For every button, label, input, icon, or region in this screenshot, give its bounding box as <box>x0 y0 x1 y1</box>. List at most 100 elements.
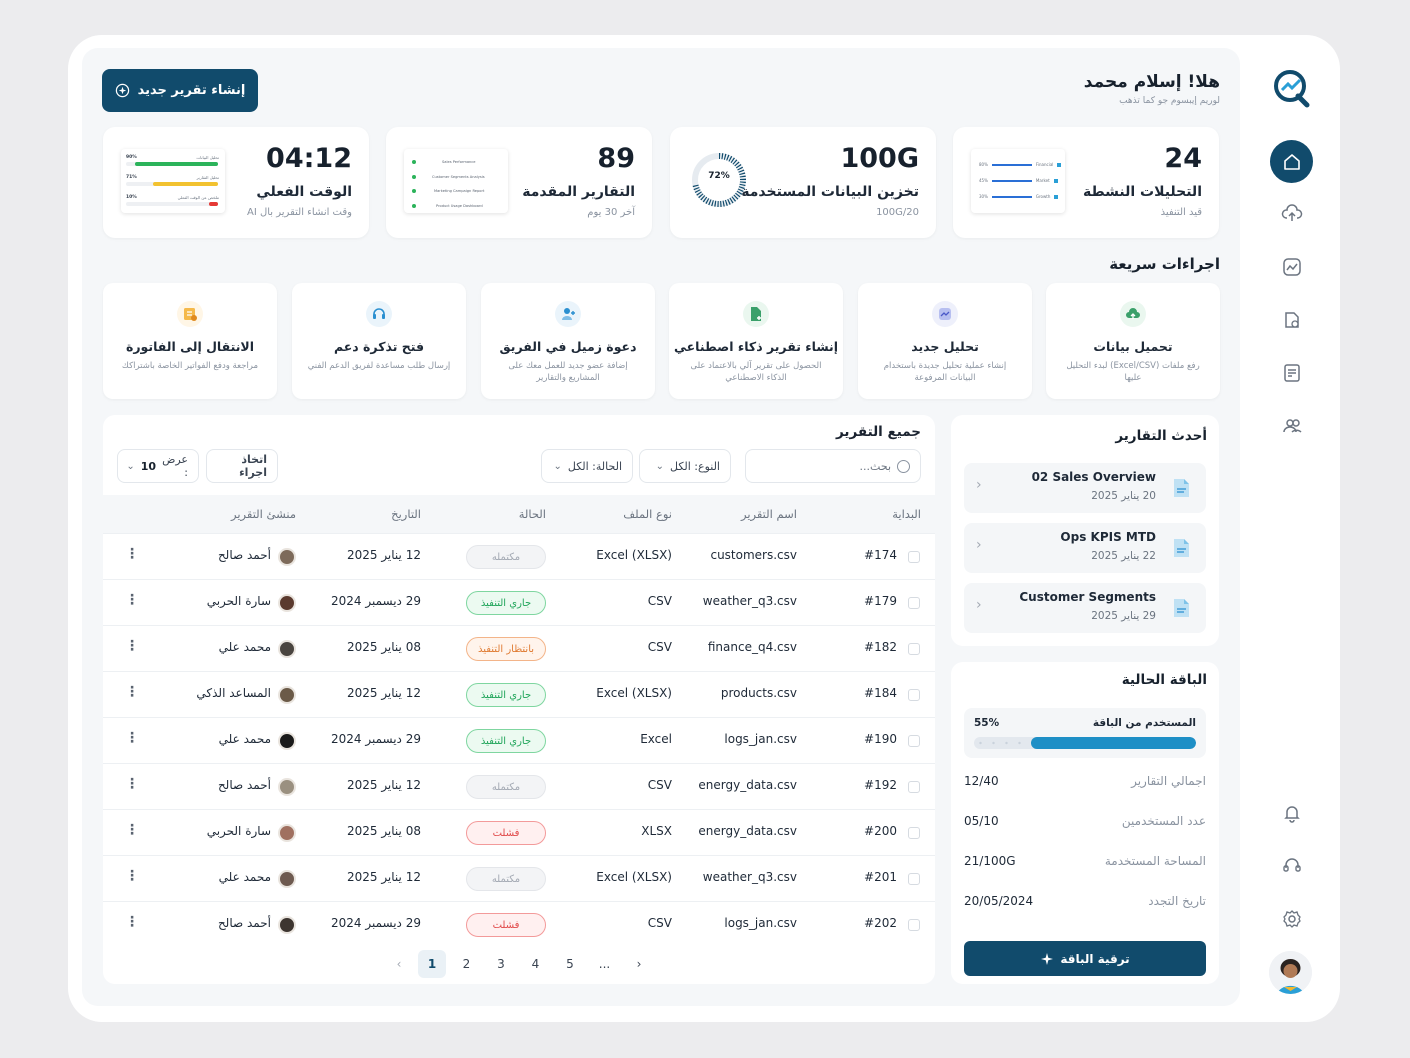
home-icon[interactable] <box>1270 140 1313 183</box>
column-header-name[interactable]: اسم التقرير <box>740 507 797 521</box>
creator-name: سارة الحربي <box>206 824 271 838</box>
report-name[interactable]: logs_jan.csv <box>724 732 797 746</box>
bell-icon[interactable] <box>1278 799 1306 827</box>
more-options-icon[interactable]: ⋮ <box>125 730 139 746</box>
row-checkbox[interactable] <box>908 689 920 701</box>
table-row[interactable]: #200 energy_data.csv XLSX فشلت 08 يناير 2025… <box>103 809 935 855</box>
analytics-icon[interactable] <box>1278 253 1306 281</box>
quick-action-ai-report[interactable]: إنشاء تقرير ذكاء اصطناعي الحصول على تقري… <box>669 283 843 399</box>
file-type: CSV <box>647 640 672 654</box>
new-report-button[interactable]: إنشاء تقرير جديد <box>102 69 258 112</box>
row-checkbox[interactable] <box>908 551 920 563</box>
chevron-left-icon[interactable]: ‹ <box>396 957 402 971</box>
report-date: 08 يناير 2025 <box>346 824 421 838</box>
row-checkbox[interactable] <box>908 873 920 885</box>
table-row[interactable]: #202 logs_jan.csv CSV فشلت 29 ديسمبر 2024 أحم… <box>103 901 935 947</box>
greeting-subtitle: لوريم إيبسوم جو كما تذهب <box>1119 96 1220 106</box>
more-options-icon[interactable]: ⋮ <box>125 638 139 654</box>
real-time-thumbnail: 90% تحليل البيانات 71% تحليل التقارير 10% ملخ… <box>121 149 225 213</box>
page-button[interactable]: 2 <box>462 957 471 971</box>
table-row[interactable]: #190 logs_jan.csv Excel جاري التنفيذ 29 ديسم… <box>103 717 935 763</box>
more-options-icon[interactable]: ⋮ <box>125 546 139 562</box>
chevron-left-icon[interactable]: ‹ <box>976 477 982 493</box>
report-name[interactable]: products.csv <box>720 686 797 700</box>
row-checkbox[interactable] <box>908 735 920 747</box>
recent-report-item[interactable]: Customer Segments 29 يناير 2025 ‹ <box>964 583 1206 633</box>
app-logo[interactable] <box>1272 68 1312 108</box>
stat-card-real-time[interactable]: 04:12 الوقت الفعلي وقت انشاء التقرير بال… <box>103 127 369 238</box>
page-button[interactable]: 3 <box>497 957 505 971</box>
table-row[interactable]: #174 customers.csv Excel (XLSX) مكتمله 12 ين… <box>103 533 935 579</box>
more-options-icon[interactable]: ⋮ <box>125 684 139 700</box>
file-icon <box>1173 538 1190 558</box>
report-name[interactable]: customers.csv <box>710 548 797 562</box>
search-placeholder: بحث... <box>859 459 891 473</box>
quick-action-invite-member[interactable]: دعوة زميل في الفريق إضافة عضو جديد للعمل… <box>481 283 655 399</box>
support-icon[interactable] <box>1278 852 1306 880</box>
creator-avatar <box>278 870 296 888</box>
more-options-icon[interactable]: ⋮ <box>125 822 139 838</box>
thumb-fill <box>208 202 218 206</box>
report-id: #200 <box>864 824 897 838</box>
page-button[interactable]: 5 <box>566 957 574 971</box>
chevron-left-icon[interactable]: ‹ <box>976 597 982 613</box>
stat-card-active-analyses[interactable]: 24 التحليلات النشطة قيد التنفيذ 80% Finan… <box>953 127 1219 238</box>
table-row[interactable]: #201 weather_q3.csv Excel (XLSX) مكتمله 12 ي… <box>103 855 935 901</box>
more-options-icon[interactable]: ⋮ <box>125 776 139 792</box>
more-options-icon[interactable]: ⋮ <box>125 868 139 884</box>
type-filter[interactable]: النوع: الكل ⌄ <box>639 449 731 483</box>
report-name[interactable]: energy_data.csv <box>698 778 797 792</box>
quick-action-invoice[interactable]: الانتقال إلى الفاتورة مراجعة ودفع الفوات… <box>103 283 277 399</box>
page-button[interactable]: 4 <box>531 957 540 971</box>
rows-per-page-select[interactable]: عرض : 10 ⌄ <box>117 449 199 483</box>
report-name[interactable]: logs_jan.csv <box>724 916 797 930</box>
column-header-date[interactable]: التاريخ <box>391 507 421 521</box>
report-name[interactable]: energy_data.csv <box>698 824 797 838</box>
take-action-label: اتخاذ اجراء <box>239 453 267 479</box>
quick-action-new-analysis[interactable]: تحليل جديد إنشاء عملية تحليل جديدة باستخ… <box>858 283 1032 399</box>
reports-icon[interactable] <box>1278 359 1306 387</box>
quick-action-upload-data[interactable]: تحميل بيانات رفع ملفات (Excel/CSV) لبدء … <box>1046 283 1220 399</box>
more-options-icon[interactable]: ⋮ <box>125 592 139 608</box>
stat-card-storage[interactable]: 100G تخزين البيانات المستخدمة 100G/20 72… <box>670 127 936 238</box>
page-button[interactable]: ... <box>598 957 611 971</box>
active-row: 45% Market <box>979 178 1058 183</box>
column-header-creator[interactable]: منشئ التقرير <box>230 507 296 521</box>
table-row[interactable]: #182 finance_q4.csv CSV بانتظار التنفيذ 08 ي… <box>103 625 935 671</box>
column-header-id[interactable]: البداية <box>892 507 921 521</box>
row-checkbox[interactable] <box>908 781 920 793</box>
row-checkbox[interactable] <box>908 643 920 655</box>
row-checkbox[interactable] <box>908 827 920 839</box>
page-button[interactable]: 1 <box>418 950 446 978</box>
column-header-status[interactable]: الحالة <box>518 507 546 521</box>
search-input[interactable]: بحث... <box>745 449 921 483</box>
table-row[interactable]: #192 energy_data.csv CSV مكتمله 12 يناير 202… <box>103 763 935 809</box>
team-icon[interactable] <box>1278 412 1306 440</box>
stat-card-submitted-reports[interactable]: 89 التقارير المقدمة آخر 30 يوم Sales Per… <box>386 127 652 238</box>
recent-report-item[interactable]: Ops KPIS MTD 22 يناير 2025 ‹ <box>964 523 1206 573</box>
report-date: 12 يناير 2025 <box>346 870 421 884</box>
plan-title: الباقة الحالية <box>1121 672 1207 688</box>
report-name[interactable]: finance_q4.csv <box>707 640 797 654</box>
status-filter[interactable]: الحالة: الكل ⌄ <box>541 449 633 483</box>
chevron-left-icon[interactable]: ‹ <box>976 537 982 553</box>
quick-action-support-ticket[interactable]: فتح تذكرة دعم إرسال طلب مساعدة لفريق الد… <box>292 283 466 399</box>
quick-action-title: تحليل جديد <box>911 339 979 354</box>
column-header-type[interactable]: نوع الملف <box>623 507 672 521</box>
chevron-right-icon[interactable]: › <box>636 957 642 971</box>
table-row[interactable]: #179 weather_q3.csv CSV جاري التنفيذ 29 ديسم… <box>103 579 935 625</box>
row-checkbox[interactable] <box>908 597 920 609</box>
upgrade-plan-button[interactable]: ترقية الباقة <box>964 941 1206 976</box>
ai-report-icon[interactable] <box>1278 306 1306 334</box>
gauge-track <box>692 153 746 207</box>
upload-icon[interactable] <box>1278 200 1306 228</box>
table-row[interactable]: #184 products.csv Excel (XLSX) جاري التنفيذ… <box>103 671 935 717</box>
more-options-icon[interactable]: ⋮ <box>125 914 139 930</box>
row-checkbox[interactable] <box>908 919 920 931</box>
recent-report-item[interactable]: 02 Sales Overview 20 يناير 2025 ‹ <box>964 463 1206 513</box>
report-name[interactable]: weather_q3.csv <box>702 594 797 608</box>
report-name[interactable]: weather_q3.csv <box>702 870 797 884</box>
user-avatar[interactable] <box>1269 951 1312 994</box>
settings-icon[interactable] <box>1278 905 1306 933</box>
take-action-button[interactable]: اتخاذ اجراء <box>206 449 278 483</box>
